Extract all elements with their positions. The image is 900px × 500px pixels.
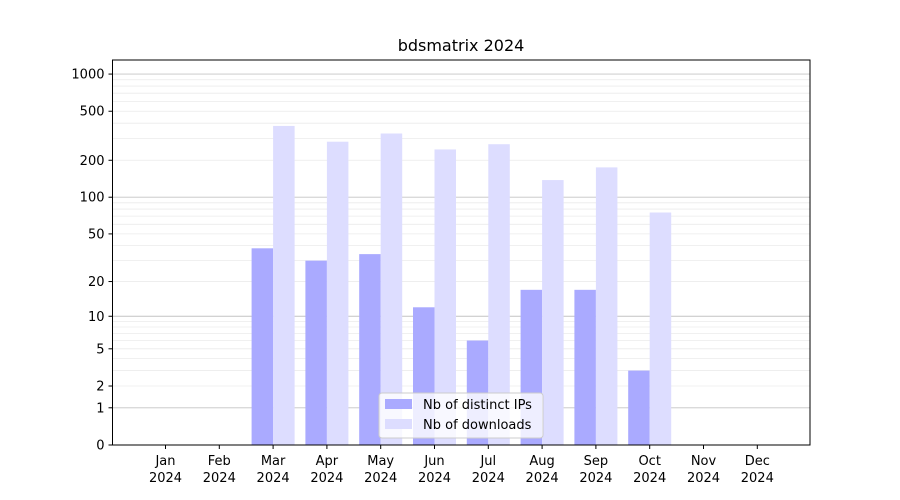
x-tick-label-month: Apr	[316, 454, 339, 469]
bar-distinct-ips-mar	[251, 248, 274, 445]
bar-downloads-sep	[595, 167, 618, 445]
legend: Nb of distinct IPs Nb of downloads	[378, 392, 544, 439]
bar-downloads-mar	[273, 125, 295, 446]
legend-swatch	[385, 399, 412, 409]
bar-distinct-ips-may	[359, 254, 381, 445]
x-tick-label-year: 2024	[418, 471, 451, 486]
y-tick-label: 100	[80, 191, 105, 206]
chart-title: bdsmatrix 2024	[398, 36, 525, 55]
x-tick-label-month: Oct	[638, 454, 660, 469]
grid	[112, 73, 810, 409]
x-tick-label-year: 2024	[203, 471, 236, 486]
x-tick-label-month: Jan	[154, 454, 175, 469]
bar-downloads-jun	[434, 149, 456, 445]
bar-downloads-jul	[488, 144, 510, 446]
y-tick-label: 50	[88, 227, 105, 242]
x-tick-label-year: 2024	[257, 471, 290, 486]
bar-distinct-ips-oct	[628, 370, 650, 445]
x-tick-label-month: Aug	[529, 454, 554, 469]
bar-distinct-ips-apr	[305, 260, 327, 445]
legend-label: Nb of downloads	[423, 418, 532, 433]
x-tick-label-month: Dec	[745, 454, 770, 469]
bar-downloads-aug	[542, 180, 564, 445]
x-axis: Jan 2024 Feb 2024 Mar 2024 Apr 2024 May 2024 Jun 20…	[149, 445, 774, 486]
x-tick-label-year: 2024	[472, 471, 505, 486]
y-axis: 0 1 2 5 10 20 50 100 200 500 1000	[71, 68, 113, 454]
y-tick-label: 10	[88, 310, 105, 325]
x-tick-label-month: Feb	[208, 454, 231, 469]
y-tick-label: 200	[80, 154, 105, 169]
x-tick-label-month: Jul	[479, 454, 496, 469]
legend-label: Nb of distinct IPs	[423, 398, 532, 413]
x-tick-label-year: 2024	[741, 471, 774, 486]
x-tick-label-year: 2024	[364, 471, 397, 486]
x-tick-label-year: 2024	[633, 471, 666, 486]
bars	[251, 125, 672, 446]
bar-downloads-apr	[326, 141, 349, 445]
y-tick-label: 0	[96, 439, 104, 454]
x-tick-label-year: 2024	[149, 471, 182, 486]
x-tick-label-year: 2024	[579, 471, 612, 486]
x-tick-label-month: Jun	[423, 454, 444, 469]
y-tick-label: 1000	[71, 68, 104, 83]
legend-box	[378, 392, 544, 439]
x-tick-label-year: 2024	[687, 471, 720, 486]
y-tick-label: 500	[80, 105, 105, 120]
x-tick-label-month: May	[367, 454, 394, 469]
x-tick-label-year: 2024	[526, 471, 559, 486]
plot-frame	[112, 59, 811, 446]
bar-distinct-ips-sep	[574, 289, 596, 445]
y-tick-label: 20	[88, 275, 105, 290]
bar-downloads-oct	[649, 212, 672, 445]
x-tick-label-month: Nov	[691, 454, 717, 469]
x-tick-label-year: 2024	[310, 471, 343, 486]
bar-downloads-may	[380, 133, 403, 445]
x-tick-label-month: Sep	[584, 454, 609, 469]
legend-swatch	[385, 419, 412, 429]
y-tick-label: 2	[96, 380, 104, 395]
y-tick-label: 1	[96, 401, 104, 416]
y-tick-label: 5	[96, 342, 104, 357]
x-tick-label-month: Mar	[261, 454, 286, 469]
